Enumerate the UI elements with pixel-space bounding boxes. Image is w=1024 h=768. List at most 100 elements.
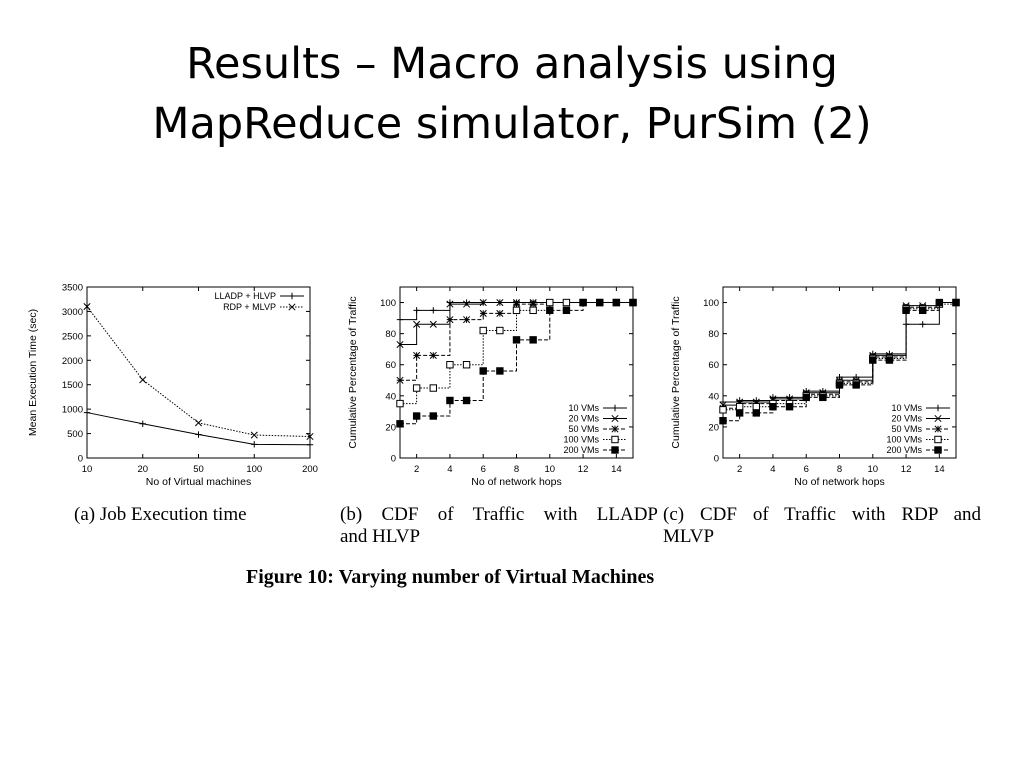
legend-label: RDP + MLVP [223,302,276,312]
subcaption-a-text: Job Execution time [99,504,247,525]
x-tick-label: 10 [867,464,878,475]
x-tick-label: 100 [246,464,262,475]
data-point [479,326,487,335]
x-tick-label: 14 [934,464,945,475]
legend-marker [611,414,619,423]
data-point [413,307,420,314]
series-200-vms [396,298,637,428]
data-point [496,326,504,335]
data-point [512,300,521,308]
data-point [429,351,437,359]
data-point [919,321,926,328]
legend-marker [934,446,942,454]
y-tick-label: 100 [380,298,396,309]
legend-marker [611,404,619,412]
chart-cdf-rdp-mlvp: 0 20 40 60 80 100 2 4 6 8 10 12 14 No of network hops… [670,286,960,488]
legend-marker [611,435,619,444]
y-tick-label: 100 [703,298,719,309]
x-axis-label: No of Virtual machines [146,476,251,488]
data-point [396,340,404,349]
data-point [852,381,860,389]
subcaption-b: (b) CDF of Traffic with LLADP and HLVP [340,504,658,548]
legend-label: 20 VMs [568,414,599,424]
data-point [735,409,744,417]
data-point [529,306,537,315]
legend-marker [934,425,942,433]
data-point [429,320,437,328]
y-tick-label: 20 [385,422,396,433]
chart-cdf-lladp-hlvp: 0 20 40 60 80 100 2 4 6 8 10 12 14 No of network hops… [347,286,637,488]
data-point [463,300,471,308]
subcaption-c-label: (c) [663,504,685,525]
data-point [250,431,258,439]
legend-marker [934,435,942,444]
legend-label: 50 VMs [568,424,599,434]
data-point [83,302,91,311]
x-tick-label: 6 [481,464,486,475]
data-point [785,403,794,411]
y-tick-label: 3500 [62,283,83,294]
subcaption-b-line2: and HLVP [340,526,421,547]
data-point [546,306,554,315]
x-tick-label: 8 [514,464,519,475]
subcaption-a-label: (a) [74,504,96,525]
legend-label: LLADP + HLVP [215,291,276,301]
series-line [86,412,311,446]
data-point [952,298,960,307]
data-point [446,300,454,308]
y-axis-label: Cumulative Percentage of Traffic [347,296,359,448]
data-point [752,403,760,411]
data-point [719,398,727,406]
y-tick-label: 80 [708,329,719,340]
data-point [529,336,537,344]
data-point [579,298,587,307]
x-axis-label: No of network hops [471,476,561,488]
series-200-vms [719,298,960,425]
legend-marker [611,446,619,454]
data-point [396,376,404,384]
series-line [86,306,311,438]
subcaption-c-line2: MLVP [663,526,715,547]
data-point [446,316,454,324]
x-tick-label: 6 [804,464,809,475]
legend-label: 100 VMs [563,435,599,445]
x-tick-label: 4 [447,464,452,475]
x-tick-label: 200 [302,464,318,475]
data-point [462,361,471,369]
data-point [251,441,258,448]
data-point [562,306,571,315]
y-tick-label: 0 [714,454,719,465]
series-50-vms [719,298,960,412]
data-point [412,412,421,420]
legend-label: 200 VMs [563,445,599,455]
data-point [446,396,454,405]
data-point [306,441,314,449]
subcaption-c-line1: (c) CDF of Traffic with RDP and [663,504,981,526]
y-tick-label: 60 [385,360,396,371]
x-tick-label: 12 [901,464,912,475]
figure-caption: Figure 10: Varying number of Virtual Mac… [246,566,655,588]
data-point [496,367,504,375]
x-tick-label: 2 [414,464,419,475]
data-point [479,367,487,375]
series-line [723,302,956,422]
data-point [869,356,877,364]
data-point [885,356,894,364]
y-tick-label: 500 [67,429,83,440]
data-point [83,409,91,416]
x-tick-label: 12 [578,464,589,475]
legend-label: 10 VMs [891,403,922,413]
data-point [719,406,727,414]
subcaption-c: (c) CDF of Traffic with RDP and MLVP [663,504,981,548]
data-point [819,393,827,402]
slide-title: Results – Macro analysis using MapReduce… [0,34,1024,154]
legend-label: 200 VMs [886,445,922,455]
x-tick-label: 2 [737,464,742,475]
data-point [629,298,637,307]
legend-marker [611,425,619,433]
y-tick-label: 0 [78,454,83,465]
y-axis-label: Cumulative Percentage of Traffic [670,296,682,448]
data-point [413,351,421,359]
